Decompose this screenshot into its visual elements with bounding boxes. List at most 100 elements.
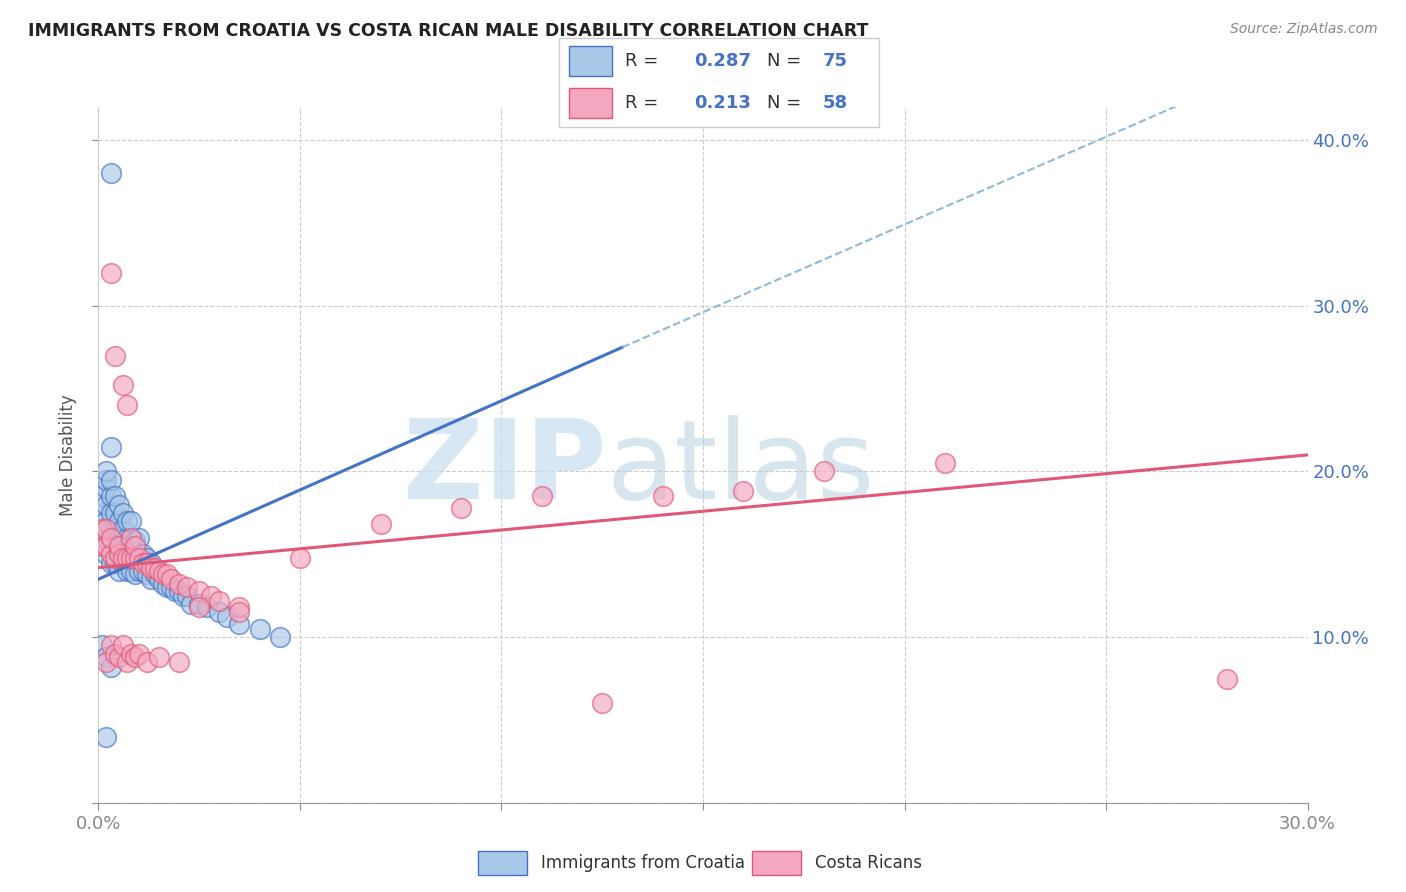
Point [228, 600, 250, 615]
Point [148, 650, 170, 665]
Point [100, 506, 122, 520]
Point [103, 647, 125, 661]
Point [96, 473, 118, 487]
Point [124, 550, 146, 565]
FancyBboxPatch shape [558, 38, 879, 128]
Point [107, 514, 129, 528]
Point [124, 539, 146, 553]
Point [160, 581, 183, 595]
Point [132, 556, 155, 570]
Point [163, 583, 186, 598]
Point [135, 567, 157, 582]
FancyBboxPatch shape [568, 46, 612, 76]
Text: N =: N = [766, 52, 807, 70]
Point [115, 655, 138, 669]
Point [135, 550, 157, 565]
Point [148, 564, 170, 578]
FancyBboxPatch shape [568, 88, 612, 118]
Point [176, 581, 198, 595]
Text: IMMIGRANTS FROM CROATIA VS COSTA RICAN MALE DISABILITY CORRELATION CHART: IMMIGRANTS FROM CROATIA VS COSTA RICAN M… [28, 22, 869, 40]
Point [100, 660, 122, 674]
Point [96, 465, 118, 479]
Point [195, 600, 218, 615]
Point [111, 506, 134, 520]
Point [100, 473, 122, 487]
Point [91, 539, 114, 553]
Point [269, 630, 291, 644]
Point [733, 484, 755, 499]
Point [228, 616, 250, 631]
Point [228, 605, 250, 619]
Point [152, 577, 174, 591]
Point [100, 531, 122, 545]
Point [111, 556, 134, 570]
Point [288, 550, 311, 565]
Point [115, 398, 138, 412]
Point [100, 547, 122, 561]
Point [91, 539, 114, 553]
Point [111, 639, 134, 653]
Text: N =: N = [766, 95, 807, 112]
Point [115, 550, 138, 565]
Point [1216, 672, 1239, 686]
Point [180, 597, 202, 611]
Point [103, 506, 125, 520]
Text: Immigrants from Croatia: Immigrants from Croatia [541, 854, 745, 872]
Point [120, 550, 142, 565]
Text: ZIP: ZIP [404, 416, 606, 523]
Point [103, 523, 125, 537]
Point [96, 730, 118, 744]
Point [208, 593, 231, 607]
Point [91, 639, 114, 653]
Point [100, 523, 122, 537]
Text: 75: 75 [823, 52, 848, 70]
Point [107, 564, 129, 578]
Point [188, 597, 211, 611]
Point [208, 605, 231, 619]
Point [100, 639, 122, 653]
Point [651, 489, 673, 503]
Point [103, 349, 125, 363]
Point [249, 622, 271, 636]
Point [160, 572, 183, 586]
Point [111, 378, 134, 392]
Point [103, 556, 125, 570]
Point [107, 531, 129, 545]
Point [107, 498, 129, 512]
Text: 0.213: 0.213 [695, 95, 751, 112]
Text: Source: ZipAtlas.com: Source: ZipAtlas.com [1230, 22, 1378, 37]
Point [100, 539, 122, 553]
Text: Costa Ricans: Costa Ricans [815, 854, 922, 872]
Point [934, 456, 956, 470]
Point [91, 523, 114, 537]
Point [91, 489, 114, 503]
Point [370, 517, 392, 532]
Text: R =: R = [624, 95, 664, 112]
Point [152, 567, 174, 582]
Point [96, 655, 118, 669]
Point [91, 506, 114, 520]
Point [128, 547, 150, 561]
Point [103, 550, 125, 565]
Point [100, 166, 122, 180]
Text: 58: 58 [823, 95, 848, 112]
Point [111, 550, 134, 565]
Point [176, 589, 198, 603]
Point [135, 556, 157, 570]
Point [530, 489, 553, 503]
Point [103, 489, 125, 503]
Point [115, 514, 138, 528]
Point [120, 531, 142, 545]
Text: R =: R = [624, 52, 664, 70]
Point [135, 655, 157, 669]
Point [128, 531, 150, 545]
Point [115, 531, 138, 545]
Point [591, 697, 613, 711]
Point [124, 650, 146, 665]
Point [188, 600, 211, 615]
Point [124, 534, 146, 549]
Point [128, 550, 150, 565]
Point [100, 489, 122, 503]
Point [96, 531, 118, 545]
Point [96, 514, 118, 528]
